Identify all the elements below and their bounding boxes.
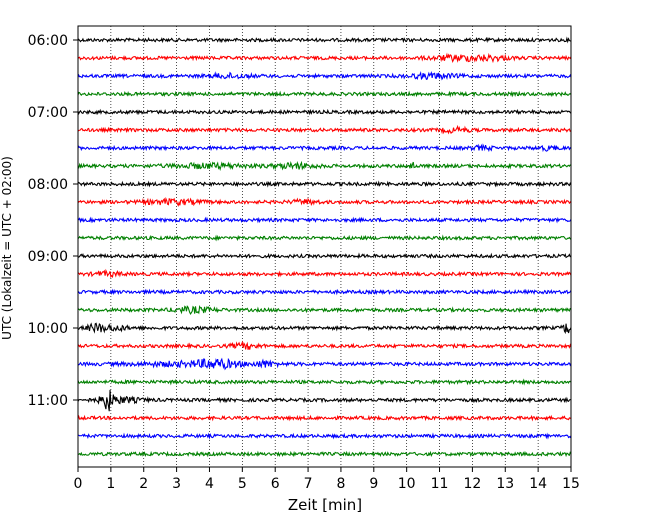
y-axis: 06:00 07:00 08:00 09:00 10:00 11:00 bbox=[28, 33, 78, 409]
x-tick-label: 9 bbox=[369, 476, 378, 492]
x-tick-label: 11 bbox=[431, 476, 449, 492]
trace-0830 bbox=[77, 216, 572, 224]
trace-0915 bbox=[77, 268, 572, 279]
x-tick-label: 1 bbox=[106, 476, 115, 492]
x-tick-label: 2 bbox=[139, 476, 148, 492]
trace-0845 bbox=[77, 234, 572, 242]
x-tick-label: 10 bbox=[398, 476, 416, 492]
y-tick-label: 11:00 bbox=[28, 393, 68, 409]
x-tick-label: 7 bbox=[304, 476, 313, 492]
x-tick-label: 14 bbox=[529, 476, 547, 492]
trace-0630 bbox=[77, 70, 572, 81]
trace-1145 bbox=[77, 450, 572, 458]
trace-1015 bbox=[77, 340, 572, 350]
trace-0945 bbox=[77, 304, 572, 315]
trace-1115 bbox=[77, 414, 572, 422]
trace-1045 bbox=[77, 378, 572, 386]
y-axis-label: UTC (Lokalzeit = UTC + 02:00) bbox=[0, 156, 14, 340]
y-tick-label: 06:00 bbox=[28, 33, 68, 49]
trace-0745 bbox=[77, 160, 572, 171]
trace-0930 bbox=[77, 288, 572, 296]
trace-0715 bbox=[77, 124, 572, 135]
y-tick-label: 09:00 bbox=[28, 249, 68, 265]
x-tick-label: 13 bbox=[496, 476, 514, 492]
x-axis: 0 1 2 3 4 5 6 7 8 9 10 11 12 13 14 15 bbox=[74, 467, 580, 492]
y-tick-label: 08:00 bbox=[28, 177, 68, 193]
trace-1000 bbox=[77, 322, 572, 335]
trace-0800 bbox=[77, 180, 572, 188]
x-tick-label: 8 bbox=[336, 476, 345, 492]
x-tick-label: 6 bbox=[271, 476, 280, 492]
trace-0815 bbox=[77, 196, 572, 207]
trace-0700 bbox=[77, 108, 572, 116]
trace-1030 bbox=[77, 357, 572, 371]
x-axis-label: Zeit [min] bbox=[288, 496, 362, 514]
x-tick-label: 15 bbox=[562, 476, 580, 492]
y-tick-label: 10:00 bbox=[28, 321, 68, 337]
trace-group bbox=[77, 36, 572, 458]
x-tick-label: 0 bbox=[74, 476, 83, 492]
x-tick-label: 4 bbox=[205, 476, 214, 492]
x-tick-label: 5 bbox=[238, 476, 247, 492]
x-tick-label: 12 bbox=[463, 476, 481, 492]
trace-1130 bbox=[77, 432, 572, 440]
plot-frame bbox=[77, 25, 572, 468]
trace-0900 bbox=[77, 252, 572, 260]
y-tick-label: 07:00 bbox=[28, 105, 68, 121]
trace-0730 bbox=[77, 143, 572, 153]
trace-0615 bbox=[77, 52, 572, 64]
x-tick-label: 3 bbox=[172, 476, 181, 492]
trace-0645 bbox=[77, 90, 572, 98]
trace-1100 bbox=[77, 389, 572, 412]
trace-0600 bbox=[77, 36, 572, 44]
